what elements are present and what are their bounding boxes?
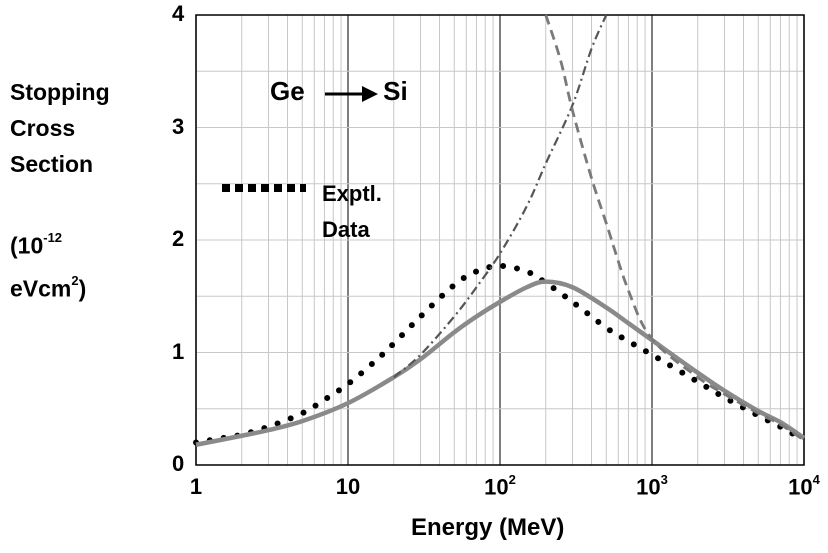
legend-label: Exptl. Data xyxy=(322,176,382,248)
title-left: Ge xyxy=(270,76,305,106)
y-tick-label: 4 xyxy=(172,1,185,26)
x-tick-label: 103 xyxy=(636,472,668,500)
x-tick-label: 10 xyxy=(335,474,361,499)
x-tick-label: 104 xyxy=(788,472,820,500)
y-axis-label-line-2: Cross xyxy=(10,115,76,141)
legend-label-line-1: Exptl. xyxy=(322,181,382,206)
x-axis-label: Energy (MeV) xyxy=(411,514,565,541)
units-exponent: -12 xyxy=(43,230,63,245)
units-unit-exponent: 2 xyxy=(71,272,79,288)
y-tick-label: 3 xyxy=(172,113,185,139)
x-tick-label: 1 xyxy=(189,474,203,499)
series-solid-curve xyxy=(195,279,806,447)
y-tick-label: 2 xyxy=(172,226,185,251)
grid-lines xyxy=(195,14,805,466)
units-base: (10 xyxy=(10,232,44,259)
y-axis-label-line-1: Stopping xyxy=(10,79,110,105)
series-group xyxy=(193,14,807,447)
y-axis-units: (10-12 eVcm2) xyxy=(10,222,86,307)
plot-frame xyxy=(195,14,805,466)
y-axis-label-line-3: Section xyxy=(10,151,94,177)
series-dashed-curve xyxy=(544,14,805,442)
series-exptl-data xyxy=(193,262,807,446)
y-axis-label: Stopping Cross Section xyxy=(10,74,110,182)
y-tick-label: 0 xyxy=(172,451,185,476)
arrow-icon xyxy=(325,86,378,102)
units-close: ) xyxy=(78,275,87,302)
legend-label-line-2: Data xyxy=(322,217,370,242)
y-tick-label: 1 xyxy=(172,338,185,364)
units-unit: eVcm xyxy=(10,275,72,302)
chart-title: Ge Si xyxy=(270,76,408,107)
x-tick-label: 102 xyxy=(484,472,516,500)
series-dashdot-curve xyxy=(393,14,608,379)
title-right: Si xyxy=(383,76,408,106)
